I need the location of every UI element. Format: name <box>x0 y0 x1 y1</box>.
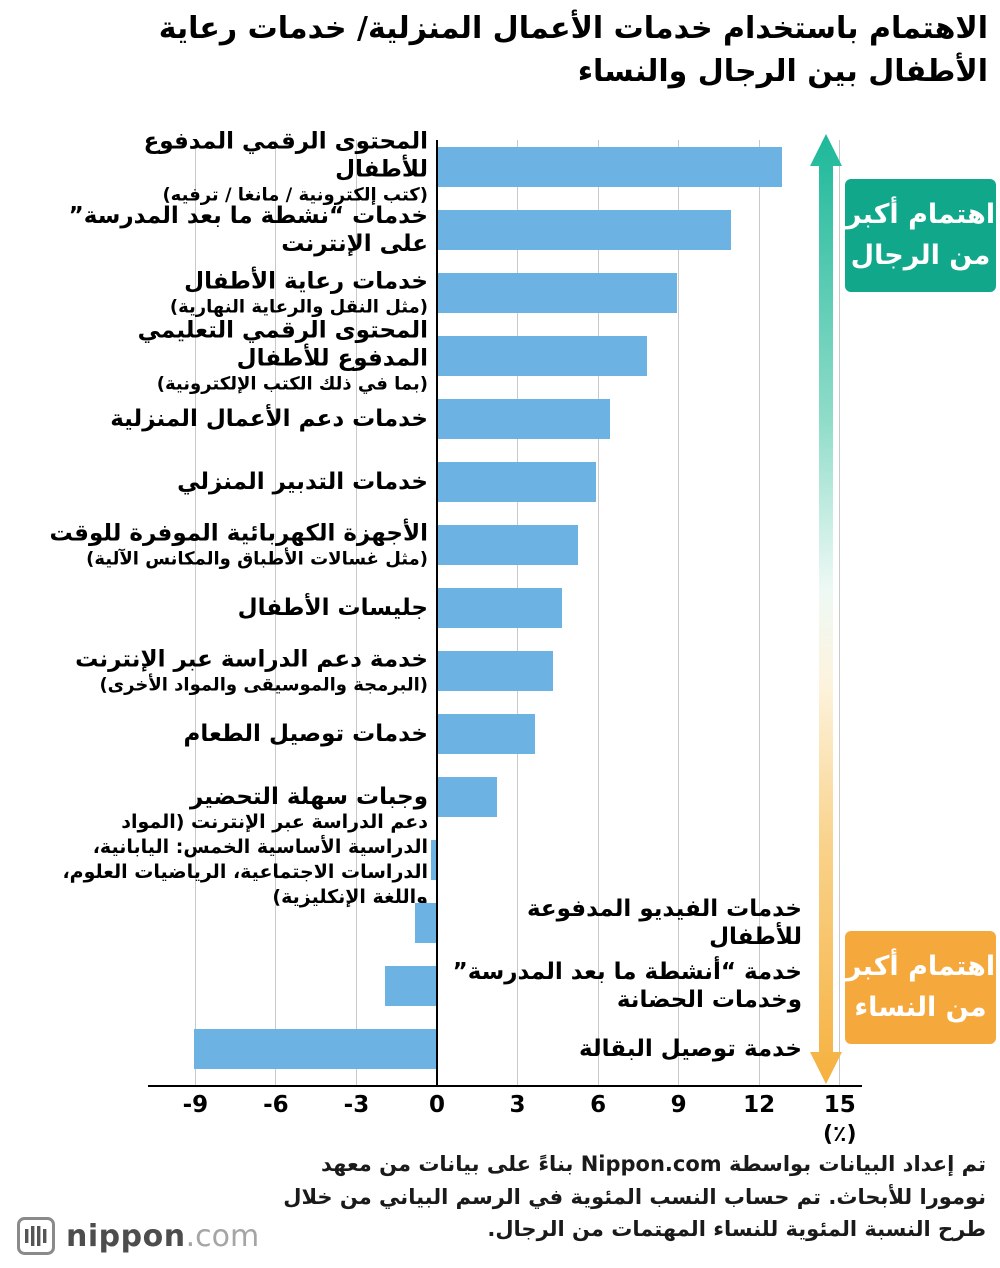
x-tick-label: 9 <box>670 1092 687 1118</box>
category-label: خدمات الفيديو المدفوعة للأطفال <box>450 895 802 951</box>
bar <box>438 462 597 502</box>
bar <box>438 210 731 250</box>
logo-tld: .com <box>185 1218 260 1254</box>
category-label-main: خدمات توصيل الطعام <box>183 720 428 747</box>
men-interest-line2: من الرجال <box>850 239 991 271</box>
category-label: خدمات رعاية الأطفال (مثل النقل والرعاية ا… <box>46 267 428 318</box>
bar <box>438 147 782 187</box>
category-label-main: دعم الدراسة عبر الإنترنت (المواد الدراسي… <box>62 810 428 909</box>
category-label: المحتوى الرقمي التعليمي المدفوع للأطفال(… <box>46 316 428 395</box>
category-label-sub: (كتب إلكترونية / مانغا / ترفيه) <box>162 184 428 206</box>
zero-axis-line <box>436 140 438 1085</box>
x-tick-label: -6 <box>263 1092 289 1118</box>
x-tick-label: -9 <box>182 1092 209 1118</box>
gridline <box>839 140 841 1085</box>
category-label-sub: (مثل النقل والرعاية النهارية) <box>169 296 428 318</box>
bar <box>430 840 436 880</box>
bar <box>438 777 498 817</box>
chart-title: الاهتمام باستخدام خدمات الأعمال المنزلية… <box>158 11 988 89</box>
category-label: الأجهزة الكهربائية الموفرة للوقت (مثل غسا… <box>46 519 428 570</box>
men-women-gradient-arrow-icon <box>810 134 842 1084</box>
x-tick-label: -3 <box>343 1092 370 1118</box>
men-interest-badge: اهتمام أكبر من الرجال <box>845 179 996 292</box>
category-label-main: خدمات “نشطة ما بعد المدرسة” على الإنترنت <box>68 202 428 257</box>
category-label: خدمات “نشطة ما بعد المدرسة” على الإنترنت <box>46 202 428 258</box>
category-label: دعم الدراسة عبر الإنترنت (المواد الدراسي… <box>46 810 428 910</box>
logo-name: nippon <box>66 1218 186 1254</box>
bar <box>194 1029 436 1069</box>
category-label: وجبات سهلة التحضير <box>46 783 428 811</box>
x-tick-label: 15 <box>823 1092 856 1118</box>
bar <box>438 588 562 628</box>
women-interest-line2: من النساء <box>854 991 987 1023</box>
gridline <box>194 140 196 1085</box>
men-interest-line1: اهتمام أكبر <box>845 199 996 230</box>
category-label-main: خدمات التدبير المنزلي <box>177 468 428 495</box>
x-tick-label: 0 <box>428 1092 445 1118</box>
category-label-main: خدمة توصيل البقالة <box>579 1035 802 1062</box>
category-label-sub: (مثل غسالات الأطباق والمكانس الآلية) <box>86 548 428 570</box>
category-label: خدمة دعم الدراسة عبر الإنترنت (البرمجة وا… <box>46 645 428 696</box>
category-label: المحتوى الرقمي المدفوع للأطفال (كتب إلكتر… <box>46 127 428 206</box>
bar <box>438 399 610 439</box>
bar <box>414 903 436 943</box>
x-tick-label: 6 <box>590 1092 607 1118</box>
gridline <box>597 140 599 1085</box>
category-label: خدمة “أنشطة ما بعد المدرسة” وخدمات الحضا… <box>450 958 802 1014</box>
category-label-main: المحتوى الرقمي المدفوع للأطفال <box>143 128 428 183</box>
women-interest-line1: اهتمام أكبر <box>845 951 996 982</box>
category-label-main: خدمات الفيديو المدفوعة للأطفال <box>526 895 802 950</box>
x-axis-unit-label: (٪) <box>822 1122 857 1147</box>
gridline <box>758 140 760 1085</box>
category-label-sub: (البرمجة والموسيقى والمواد الأخرى) <box>99 674 428 696</box>
x-axis-baseline <box>148 1085 862 1087</box>
category-label-main: خدمات دعم الأعمال المنزلية <box>110 405 428 432</box>
category-label: جليسات الأطفال <box>46 594 428 622</box>
gridline <box>355 140 357 1085</box>
category-label: خدمات دعم الأعمال المنزلية <box>46 405 428 433</box>
x-tick-label: 3 <box>509 1092 526 1118</box>
bar <box>438 651 554 691</box>
category-label: خدمات التدبير المنزلي <box>46 468 428 496</box>
bar <box>438 273 677 313</box>
category-label: خدمات توصيل الطعام <box>46 720 428 748</box>
category-label-main: جليسات الأطفال <box>237 594 428 621</box>
bar <box>438 714 535 754</box>
source-note: تم إعداد البيانات بواسطة Nippon.com بناء… <box>283 1152 986 1242</box>
women-interest-badge: اهتمام أكبر من النساء <box>845 931 996 1044</box>
bar <box>438 336 648 376</box>
category-label-main: خدمة “أنشطة ما بعد المدرسة” وخدمات الحضا… <box>452 958 802 1013</box>
nippon-logo: nippon.com <box>16 1216 259 1256</box>
nippon-logo-icon <box>17 1217 55 1255</box>
category-label-main: المحتوى الرقمي التعليمي المدفوع للأطفال <box>137 317 428 372</box>
category-label: خدمة توصيل البقالة <box>450 1035 802 1063</box>
category-label-main: وجبات سهلة التحضير <box>189 783 428 810</box>
gridline <box>678 140 680 1085</box>
bar <box>438 525 578 565</box>
category-label-main: خدمات رعاية الأطفال <box>184 268 428 295</box>
category-label-main: الأجهزة الكهربائية الموفرة للوقت <box>49 520 428 547</box>
gridline <box>275 140 277 1085</box>
category-label-sub: (بما في ذلك الكتب الإلكترونية) <box>156 373 428 395</box>
nippon-logo-text: nippon.com <box>66 1219 259 1254</box>
x-tick-label: 12 <box>743 1092 776 1118</box>
bar <box>384 966 436 1006</box>
category-label-main: خدمة دعم الدراسة عبر الإنترنت <box>75 646 428 673</box>
